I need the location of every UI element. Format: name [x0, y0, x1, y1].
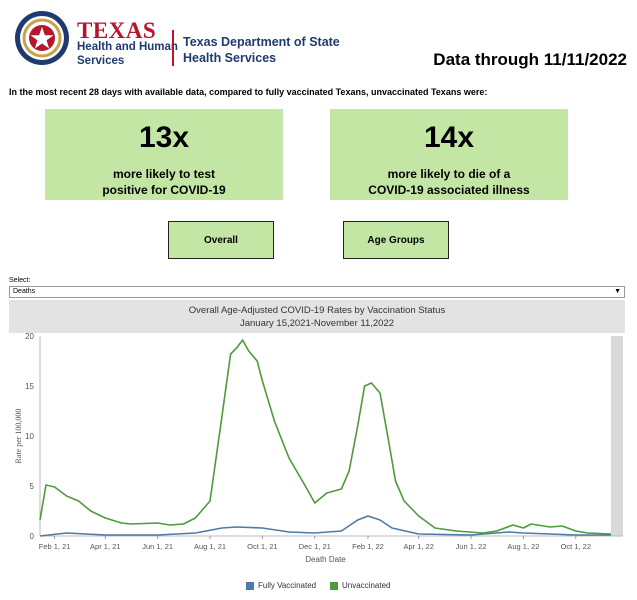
x-tick-label: Apr 1, 22 [403, 542, 433, 551]
y-tick-label: 20 [25, 333, 34, 341]
intro-text: In the most recent 28 days with availabl… [9, 87, 488, 97]
x-tick-label: Aug 1, 21 [194, 542, 226, 551]
x-tick-label: Oct 1, 22 [561, 542, 591, 551]
y-tick-label: 0 [30, 532, 35, 541]
logo-hhs-line2: Services [77, 55, 125, 67]
metric-select[interactable]: Deaths ▼ [9, 286, 625, 298]
x-tick-label: Feb 1, 22 [352, 542, 384, 551]
chart-subtitle: January 15,2021-November 11,2022 [239, 318, 395, 329]
overall-button[interactable]: Overall [168, 221, 274, 259]
select-label: Select: [9, 277, 31, 284]
x-tick-label: Feb 1, 21 [39, 542, 71, 551]
series-line-unvaccinated [39, 339, 612, 535]
dshs-line2: Health Services [183, 51, 277, 65]
covid-rates-line-chart: 0 5 10 15 20 Feb 1, 21 Apr 1, 21 Jun 1, 21 Aug 1… [14, 333, 623, 564]
x-axis-title: Death Date [305, 555, 346, 564]
legend-item-unvaccinated[interactable]: Unvaccinated [330, 581, 390, 590]
logo-texas-text: TEXAS [77, 18, 157, 43]
legend-swatch [330, 581, 338, 590]
x-tick-label: Aug 1, 22 [507, 542, 539, 551]
y-tick-label: 15 [25, 382, 34, 391]
x-tick-label: Oct 1, 21 [247, 542, 277, 551]
x-tick-label: Dec 1, 21 [299, 542, 331, 551]
chart-title: Overall Age-Adjusted COVID-19 Rates by V… [188, 305, 446, 316]
data-through-date: Data through 11/11/2022 [433, 50, 627, 69]
logo-hhs-line1: Health and Human [77, 41, 178, 53]
y-tick-label: 10 [25, 432, 34, 441]
age-groups-button[interactable]: Age Groups [343, 221, 449, 259]
legend-label: Unvaccinated [342, 581, 391, 590]
metric-select-value: Deaths [13, 288, 36, 295]
stat-value: 14x [423, 121, 475, 154]
stat-value: 13x [138, 121, 190, 154]
stat-box-test-positive: 13x more likely to test positive for COV… [45, 109, 283, 200]
dshs-line1: Texas Department of State [183, 35, 340, 49]
legend-item-vaccinated[interactable]: Fully Vaccinated [246, 581, 316, 590]
chevron-down-icon[interactable]: ▼ [614, 288, 621, 295]
legend-label: Fully Vaccinated [258, 581, 317, 590]
plot-edge-band [611, 336, 623, 536]
stat-box-die: 14x more likely to die of a COVID-19 ass… [330, 109, 568, 200]
y-axis-title: Rate per 100,000 [14, 409, 23, 464]
stat-line2: COVID-19 associated illness [368, 183, 530, 197]
stat-line2: positive for COVID-19 [102, 183, 226, 197]
chart-title-bar: Overall Age-Adjusted COVID-19 Rates by V… [9, 300, 625, 333]
legend-swatch [246, 581, 254, 590]
series-line-fully-vaccinated [39, 515, 611, 537]
stat-line1: more likely to die of a [387, 167, 511, 181]
x-tick-label: Jun 1, 22 [456, 542, 487, 551]
logo-divider [172, 30, 174, 66]
stat-line1: more likely to test [112, 167, 216, 181]
y-tick-label: 5 [30, 482, 35, 491]
x-tick-label: Jun 1, 21 [142, 542, 173, 551]
header: TEXAS Health and Human Services Texas De… [0, 0, 637, 80]
texas-hhs-seal-icon [15, 11, 69, 65]
x-tick-label: Apr 1, 21 [90, 542, 120, 551]
